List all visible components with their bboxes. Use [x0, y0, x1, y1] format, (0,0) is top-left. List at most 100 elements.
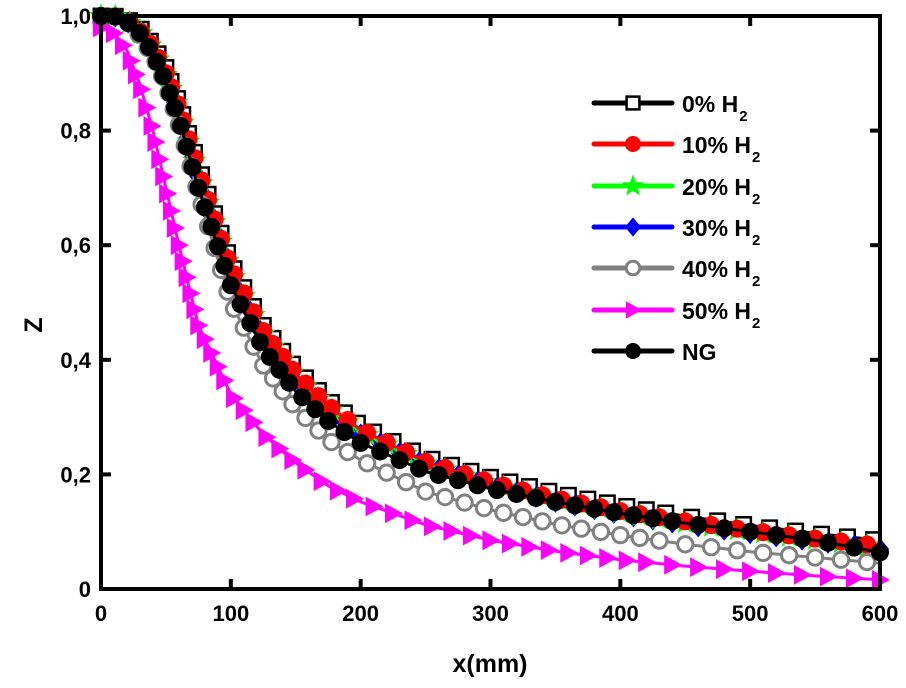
data-point: [159, 183, 178, 204]
data-point: [664, 554, 683, 575]
data-point: [270, 360, 289, 379]
data-point: [630, 528, 649, 548]
data-point: [358, 454, 377, 473]
data-point: [579, 545, 598, 566]
data-point: [794, 565, 812, 585]
legend-item: NG: [591, 339, 717, 365]
series-line: [101, 14, 881, 549]
data-point: [728, 541, 747, 560]
data-point: [819, 533, 838, 552]
data-point: [231, 295, 250, 314]
data-point: [767, 526, 786, 545]
data-point: [533, 512, 552, 531]
legend-label: 10% H2: [682, 132, 760, 166]
legend-marker-icon: [625, 301, 642, 319]
data-point: [147, 132, 166, 152]
data-point: [313, 471, 332, 492]
legend-label-subscript: 2: [739, 108, 747, 125]
data-point: [638, 552, 657, 573]
data-point: [297, 459, 316, 480]
legend-item: 30% H2: [591, 215, 760, 249]
legend-label: 40% H2: [682, 256, 760, 290]
data-point: [385, 503, 404, 524]
legend-label: 30% H2: [682, 215, 760, 249]
y-tick-label: 0,6: [60, 233, 91, 258]
data-point: [258, 427, 277, 448]
data-point: [650, 531, 669, 550]
data-point: [186, 299, 205, 320]
data-point: [526, 488, 545, 507]
data-point: [163, 200, 182, 221]
data-point: [196, 329, 215, 350]
data-point: [449, 471, 468, 490]
data-point: [585, 499, 604, 518]
data-point: [195, 198, 214, 217]
data-point: [171, 117, 190, 136]
data-point: [560, 543, 579, 563]
legend-marker-icon: [625, 136, 641, 152]
legend-item: 20% H2: [591, 174, 760, 208]
data-point: [604, 503, 623, 522]
data-point: [225, 388, 244, 409]
legend-label-subscript: 2: [752, 149, 760, 166]
legend-item: 50% H2: [591, 298, 760, 332]
data-point: [346, 488, 365, 509]
data-point: [177, 137, 196, 156]
legend-marker-icon: [625, 343, 641, 359]
data-point: [138, 97, 157, 118]
data-point: [216, 370, 235, 391]
data-point: [260, 347, 279, 366]
data-point: [487, 481, 506, 500]
series-line: [100, 26, 881, 582]
data-point: [271, 438, 290, 459]
data-point: [540, 540, 559, 560]
data-point: [429, 465, 448, 484]
data-point: [805, 548, 825, 567]
data-point: [768, 563, 787, 583]
data-point: [183, 158, 202, 177]
legend-marker-icon: [621, 174, 645, 196]
data-point: [122, 50, 141, 71]
data-point: [599, 548, 618, 568]
legend-label-text: 40% H: [682, 256, 751, 282]
data-point: [151, 149, 170, 170]
data-point: [390, 451, 409, 470]
data-point: [377, 463, 396, 482]
data-point: [676, 535, 695, 554]
data-point: [455, 493, 474, 512]
data-point: [702, 538, 721, 557]
data-point: [443, 521, 462, 541]
data-point: [643, 509, 662, 528]
legend-item: 10% H2: [591, 132, 760, 166]
y-axis-label: Z: [20, 317, 48, 332]
data-point: [474, 498, 494, 518]
x-tick-label: 500: [732, 601, 769, 626]
data-point: [296, 374, 315, 393]
legend-label-text: 0% H: [682, 91, 738, 117]
legend-label: 0% H2: [682, 91, 748, 125]
legend-label: 50% H2: [682, 298, 760, 332]
data-point: [105, 23, 124, 44]
data-point: [245, 412, 264, 433]
x-tick-label: 0: [95, 601, 107, 626]
data-point: [754, 543, 773, 563]
legend-label-subscript: 2: [752, 232, 760, 249]
x-tick-label: 400: [602, 601, 639, 626]
data-point: [251, 333, 270, 352]
data-point: [338, 442, 357, 462]
legend-marker-icon: [625, 95, 641, 111]
data-point: [319, 412, 338, 431]
plot-series: [88, 3, 890, 590]
series-line: [101, 14, 881, 548]
data-point: [119, 13, 138, 32]
data-point: [166, 218, 185, 238]
data-point: [845, 538, 864, 557]
data-point: [203, 343, 222, 363]
data-point: [501, 533, 520, 554]
data-point: [335, 422, 354, 441]
data-point: [306, 400, 325, 419]
data-point: [546, 492, 565, 511]
data-point: [235, 400, 254, 421]
